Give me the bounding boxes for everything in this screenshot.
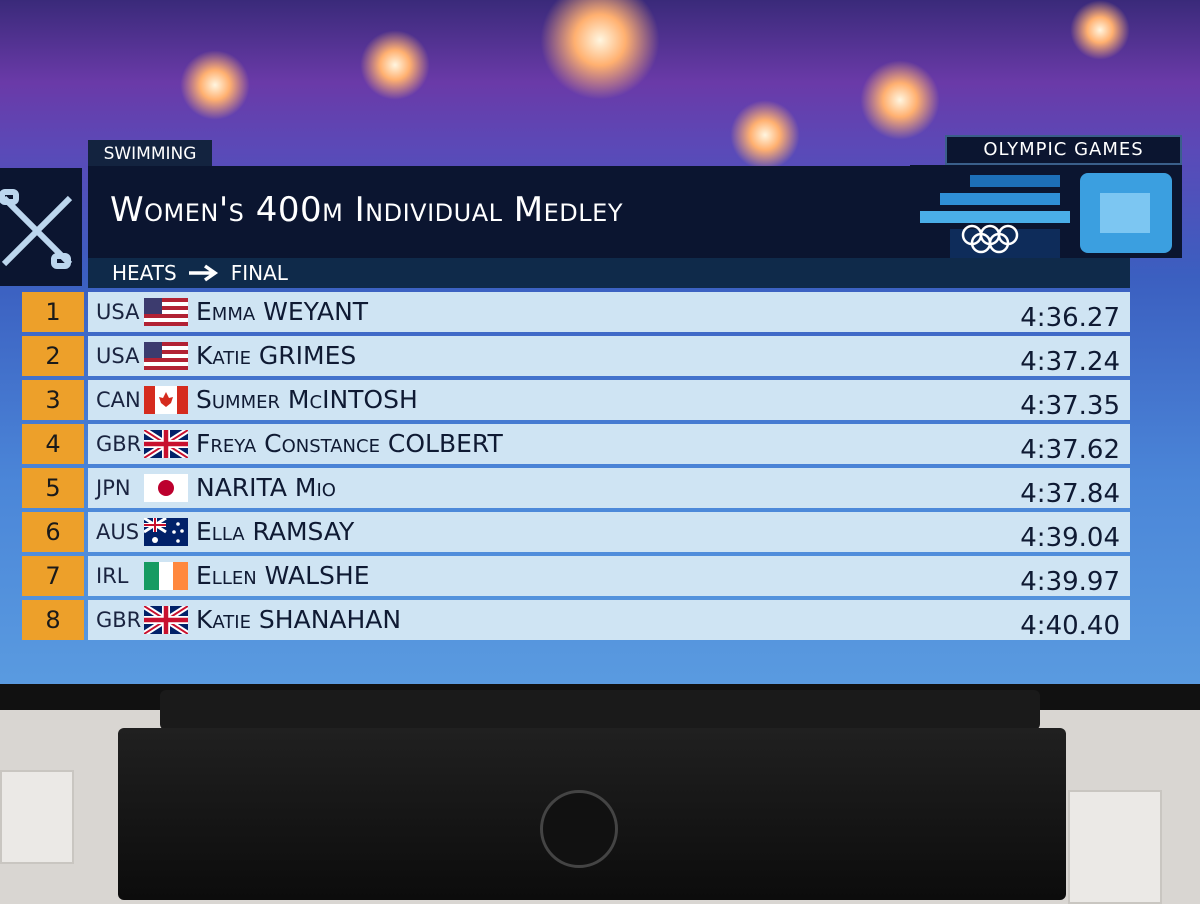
time: 4:37.84 xyxy=(1020,479,1120,509)
sport-tab: SWIMMING xyxy=(88,140,212,168)
wall-outlet xyxy=(0,770,74,864)
rank: 2 xyxy=(22,336,84,376)
arrow xyxy=(188,264,218,282)
rank: 3 xyxy=(22,380,84,420)
flag xyxy=(144,474,188,502)
row-bar: IRL Ellen WALSHE 4:39.97 xyxy=(88,556,1130,597)
country-code: IRL xyxy=(96,564,129,588)
round-from: HEATS xyxy=(112,261,177,285)
country-code: JPN xyxy=(96,476,131,500)
time: 4:37.35 xyxy=(1020,391,1120,421)
event-title: Women's 400m Individual Medley xyxy=(110,190,623,230)
round-bar xyxy=(88,258,1130,288)
row-bar: USA Emma WEYANT 4:36.27 xyxy=(88,292,1130,333)
tv-stand xyxy=(160,690,1040,730)
result-row: 6 AUS Ella RAMSAY 4:39.04 xyxy=(22,512,1130,553)
wall-outlet xyxy=(1068,790,1162,904)
result-row: 8 GBR Katie SHANAHAN 4:40.40 xyxy=(22,600,1130,641)
athlete-name: Katie SHANAHAN xyxy=(196,605,402,634)
flag xyxy=(144,386,188,414)
flag xyxy=(144,342,188,370)
result-row: 5 JPN NARITA Mio 4:37.84 xyxy=(22,468,1130,509)
flag xyxy=(144,518,188,546)
athlete-name: Ellen WALSHE xyxy=(196,561,370,590)
pictogram xyxy=(0,189,73,269)
result-row: 7 IRL Ellen WALSHE 4:39.97 xyxy=(22,556,1130,597)
stadium-light xyxy=(180,50,250,120)
result-row: 4 GBR Freya Constance COLBERT 4:37.62 xyxy=(22,424,1130,465)
athlete-name: Summer McINTOSH xyxy=(196,385,418,414)
time: 4:39.04 xyxy=(1020,523,1120,553)
athlete-name: Emma WEYANT xyxy=(196,297,369,326)
result-row: 3 CAN Summer McINTOSH 4:37.35 xyxy=(22,380,1130,421)
result-row: 1 USA Emma WEYANT 4:36.27 xyxy=(22,292,1130,333)
result-row: 2 USA Katie GRIMES 4:37.24 xyxy=(22,336,1130,377)
swimming-pictogram xyxy=(0,168,82,286)
row-bar: CAN Summer McINTOSH 4:37.35 xyxy=(88,380,1130,421)
brand: OLYMPIC GAMES xyxy=(945,135,1182,165)
country-code: USA xyxy=(96,344,140,368)
flag xyxy=(144,430,188,458)
row-bar: GBR Katie SHANAHAN 4:40.40 xyxy=(88,600,1130,641)
country-code: USA xyxy=(96,300,140,324)
rank: 7 xyxy=(22,556,84,596)
time: 4:36.27 xyxy=(1020,303,1120,333)
athlete-name: Ella RAMSAY xyxy=(196,517,355,546)
stadium-light xyxy=(360,30,430,100)
country-code: GBR xyxy=(96,608,142,632)
time: 4:37.62 xyxy=(1020,435,1120,465)
row-bar: JPN NARITA Mio 4:37.84 xyxy=(88,468,1130,509)
country-code: CAN xyxy=(96,388,141,412)
rank: 8 xyxy=(22,600,84,640)
stadium-light xyxy=(1070,0,1130,60)
athlete-name: Freya Constance COLBERT xyxy=(196,429,503,458)
soundbar-sensor xyxy=(540,790,618,868)
flag xyxy=(144,562,188,590)
time: 4:40.40 xyxy=(1020,611,1120,641)
stadium-light xyxy=(730,100,800,170)
row-bar: AUS Ella RAMSAY 4:39.04 xyxy=(88,512,1130,553)
rank: 1 xyxy=(22,292,84,332)
round: HEATS FINAL xyxy=(112,260,288,286)
row-bar: GBR Freya Constance COLBERT 4:37.62 xyxy=(88,424,1130,465)
flag xyxy=(144,298,188,326)
time: 4:37.24 xyxy=(1020,347,1120,377)
flag xyxy=(144,606,188,634)
rank: 5 xyxy=(22,468,84,508)
round-to: FINAL xyxy=(230,261,288,285)
time: 4:39.97 xyxy=(1020,567,1120,597)
athlete-name: NARITA Mio xyxy=(196,473,336,502)
row-bar: USA Katie GRIMES 4:37.24 xyxy=(88,336,1130,377)
country-code: GBR xyxy=(96,432,142,456)
rank: 6 xyxy=(22,512,84,552)
athlete-name: Katie GRIMES xyxy=(196,341,357,370)
stadium-light xyxy=(860,60,940,140)
stadium-light xyxy=(540,0,660,100)
country-code: AUS xyxy=(96,520,140,544)
games-logo xyxy=(910,165,1182,258)
rank: 4 xyxy=(22,424,84,464)
